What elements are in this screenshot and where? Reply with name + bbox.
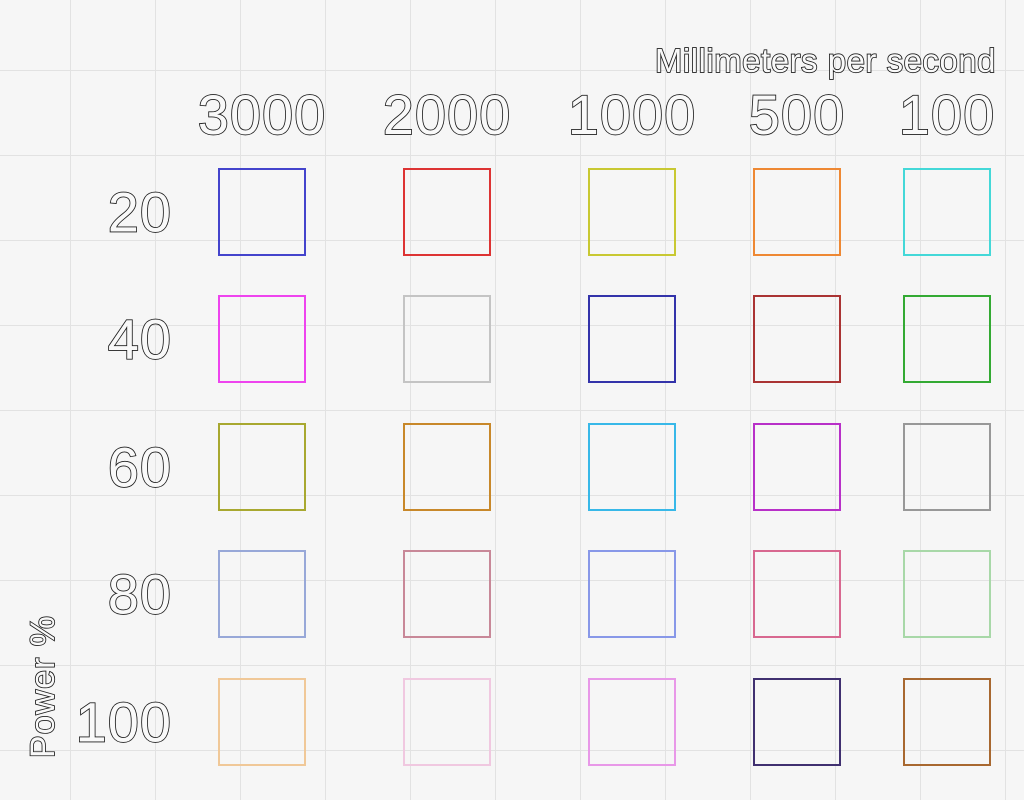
speed-axis-title: Millimeters per second — [654, 41, 996, 80]
test-cell-power-40-speed-100[interactable] — [903, 295, 991, 383]
power-row-label-20: 20 — [107, 180, 172, 245]
test-cell-power-60-speed-100[interactable] — [903, 423, 991, 511]
test-cell-power-20-speed-3000[interactable] — [218, 168, 306, 256]
test-cell-power-60-speed-1000[interactable] — [588, 423, 676, 511]
power-row-label-100: 100 — [75, 690, 172, 755]
test-cell-power-40-speed-500[interactable] — [753, 295, 841, 383]
test-cell-power-20-speed-500[interactable] — [753, 168, 841, 256]
power-row-label-60: 60 — [107, 435, 172, 500]
test-cell-power-40-speed-1000[interactable] — [588, 295, 676, 383]
test-cell-power-60-speed-2000[interactable] — [403, 423, 491, 511]
test-cell-power-100-speed-500[interactable] — [753, 678, 841, 766]
power-row-label-40: 40 — [107, 307, 172, 372]
test-cell-power-80-speed-100[interactable] — [903, 550, 991, 638]
speed-column-header-500: 500 — [748, 82, 846, 147]
test-cell-power-80-speed-1000[interactable] — [588, 550, 676, 638]
speed-column-header-3000: 3000 — [197, 82, 327, 147]
test-cell-power-60-speed-500[interactable] — [753, 423, 841, 511]
test-cell-power-40-speed-3000[interactable] — [218, 295, 306, 383]
test-cell-power-80-speed-500[interactable] — [753, 550, 841, 638]
test-cell-power-100-speed-3000[interactable] — [218, 678, 306, 766]
speed-column-header-2000: 2000 — [382, 82, 512, 147]
test-cell-power-40-speed-2000[interactable] — [403, 295, 491, 383]
power-row-label-80: 80 — [107, 562, 172, 627]
test-cell-power-80-speed-3000[interactable] — [218, 550, 306, 638]
test-cell-power-60-speed-3000[interactable] — [218, 423, 306, 511]
test-cell-power-80-speed-2000[interactable] — [403, 550, 491, 638]
power-axis-label: Power % — [23, 614, 63, 759]
test-cell-power-100-speed-2000[interactable] — [403, 678, 491, 766]
test-cell-power-20-speed-2000[interactable] — [403, 168, 491, 256]
test-cell-power-100-speed-100[interactable] — [903, 678, 991, 766]
test-cell-power-100-speed-1000[interactable] — [588, 678, 676, 766]
speed-column-header-1000: 1000 — [567, 82, 697, 147]
speed-column-header-100: 100 — [898, 82, 996, 147]
test-cell-power-20-speed-100[interactable] — [903, 168, 991, 256]
test-cell-power-20-speed-1000[interactable] — [588, 168, 676, 256]
